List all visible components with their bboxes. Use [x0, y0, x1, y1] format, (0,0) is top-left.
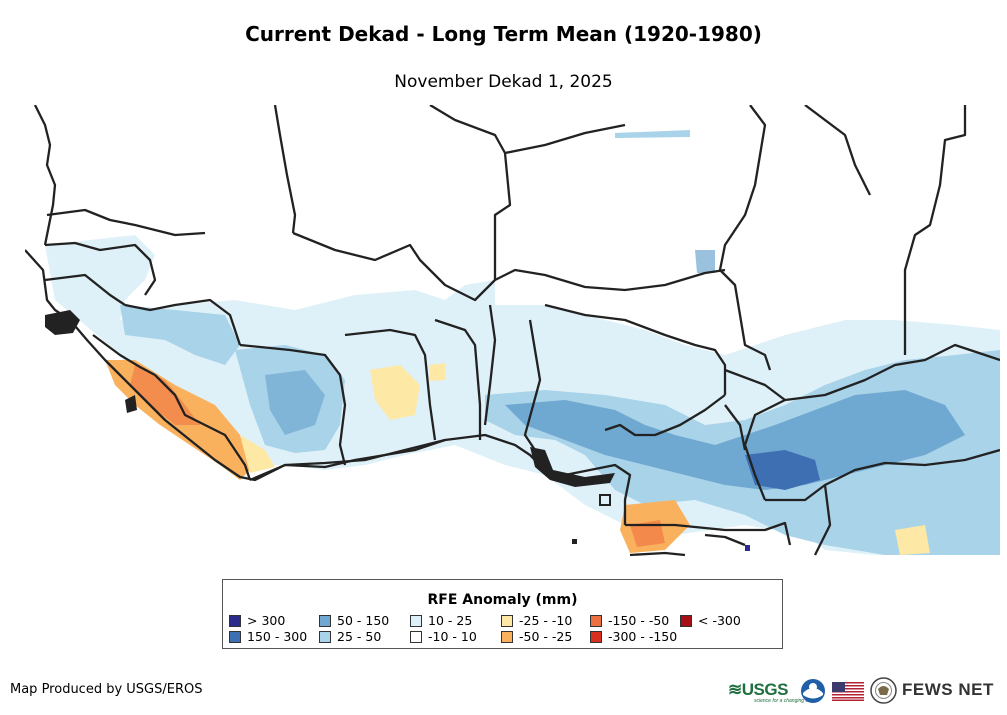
- legend-swatch: [590, 614, 602, 627]
- legend-title: RFE Anomaly (mm): [427, 592, 578, 608]
- legend-swatch: [319, 630, 331, 643]
- anomaly-area: [695, 250, 715, 273]
- map-legend: RFE Anomaly (mm) > 300 150 - 300 50 - 15…: [222, 579, 783, 649]
- map-credit: Map Produced by USGS/EROS: [10, 682, 203, 697]
- anomaly-area: [370, 365, 420, 420]
- legend-swatch: [410, 614, 422, 627]
- legend-label: 10 - 25: [428, 613, 473, 628]
- legend-item: -150 - -50: [590, 614, 669, 628]
- legend-swatch: [410, 630, 422, 643]
- legend-item: 10 - 25: [410, 614, 472, 628]
- legend-item: -300 - -150: [590, 630, 677, 644]
- legend-label: -10 - 10: [428, 629, 477, 644]
- legend-item: -25 - -10: [501, 614, 572, 628]
- legend-label: < -300: [698, 613, 741, 628]
- island: [745, 545, 750, 551]
- legend-item: 25 - 50: [319, 630, 381, 644]
- legend-label: -150 - -50: [608, 613, 670, 628]
- anomaly-area: [615, 130, 690, 138]
- legend-swatch: [319, 614, 331, 627]
- legend-label: -25 - -10: [519, 613, 573, 628]
- island: [125, 395, 137, 413]
- legend-label: -50 - -25: [519, 629, 573, 644]
- legend-label: 25 - 50: [337, 629, 382, 644]
- state-dept-seal-icon: [870, 677, 897, 704]
- legend-swatch: [680, 614, 692, 627]
- usgs-tagline: science for a changing world: [754, 698, 818, 704]
- island: [572, 539, 577, 544]
- anomaly-area: [630, 520, 665, 547]
- island: [45, 310, 80, 335]
- legend-swatch: [501, 630, 513, 643]
- legend-label: 150 - 300: [247, 629, 308, 644]
- anomaly-area: [745, 450, 820, 490]
- anomaly-shading: [45, 130, 1000, 555]
- fews-net-logo: FEWS NET: [902, 680, 994, 699]
- legend-item: -10 - 10: [410, 630, 477, 644]
- usgs-logo-icon: ≋USGS: [728, 680, 788, 699]
- legend-label: -300 - -150: [608, 629, 678, 644]
- map-title: Current Dekad - Long Term Mean (1920-198…: [245, 22, 762, 46]
- legend-swatch: [590, 630, 602, 643]
- logo-strip: ≋USGS science for a changing world FEWS …: [728, 676, 1000, 704]
- legend-label: > 300: [247, 613, 286, 628]
- anomaly-area: [505, 390, 965, 490]
- country-borders: [33, 105, 1000, 557]
- legend-label: 50 - 150: [337, 613, 390, 628]
- legend-item: 150 - 300: [229, 630, 307, 644]
- anomaly-area: [265, 370, 325, 435]
- anomaly-area: [895, 525, 930, 555]
- legend-item: 50 - 150: [319, 614, 389, 628]
- island: [599, 494, 611, 506]
- legend-swatch: [501, 614, 513, 627]
- anomaly-area: [240, 435, 275, 473]
- map-subtitle: November Dekad 1, 2025: [394, 72, 613, 92]
- noaa-logo-icon: [801, 679, 825, 703]
- us-flag-icon: [832, 682, 864, 701]
- legend-item: -50 - -25: [501, 630, 572, 644]
- anomaly-map: [25, 105, 1000, 557]
- islands: [45, 310, 750, 551]
- anomaly-area: [430, 363, 445, 381]
- legend-item: > 300: [229, 614, 285, 628]
- coastline: [25, 105, 872, 525]
- legend-swatch: [229, 614, 241, 627]
- legend-swatch: [229, 630, 241, 643]
- anomaly-area: [120, 305, 240, 365]
- legend-item: < -300: [680, 614, 741, 628]
- island: [530, 447, 615, 487]
